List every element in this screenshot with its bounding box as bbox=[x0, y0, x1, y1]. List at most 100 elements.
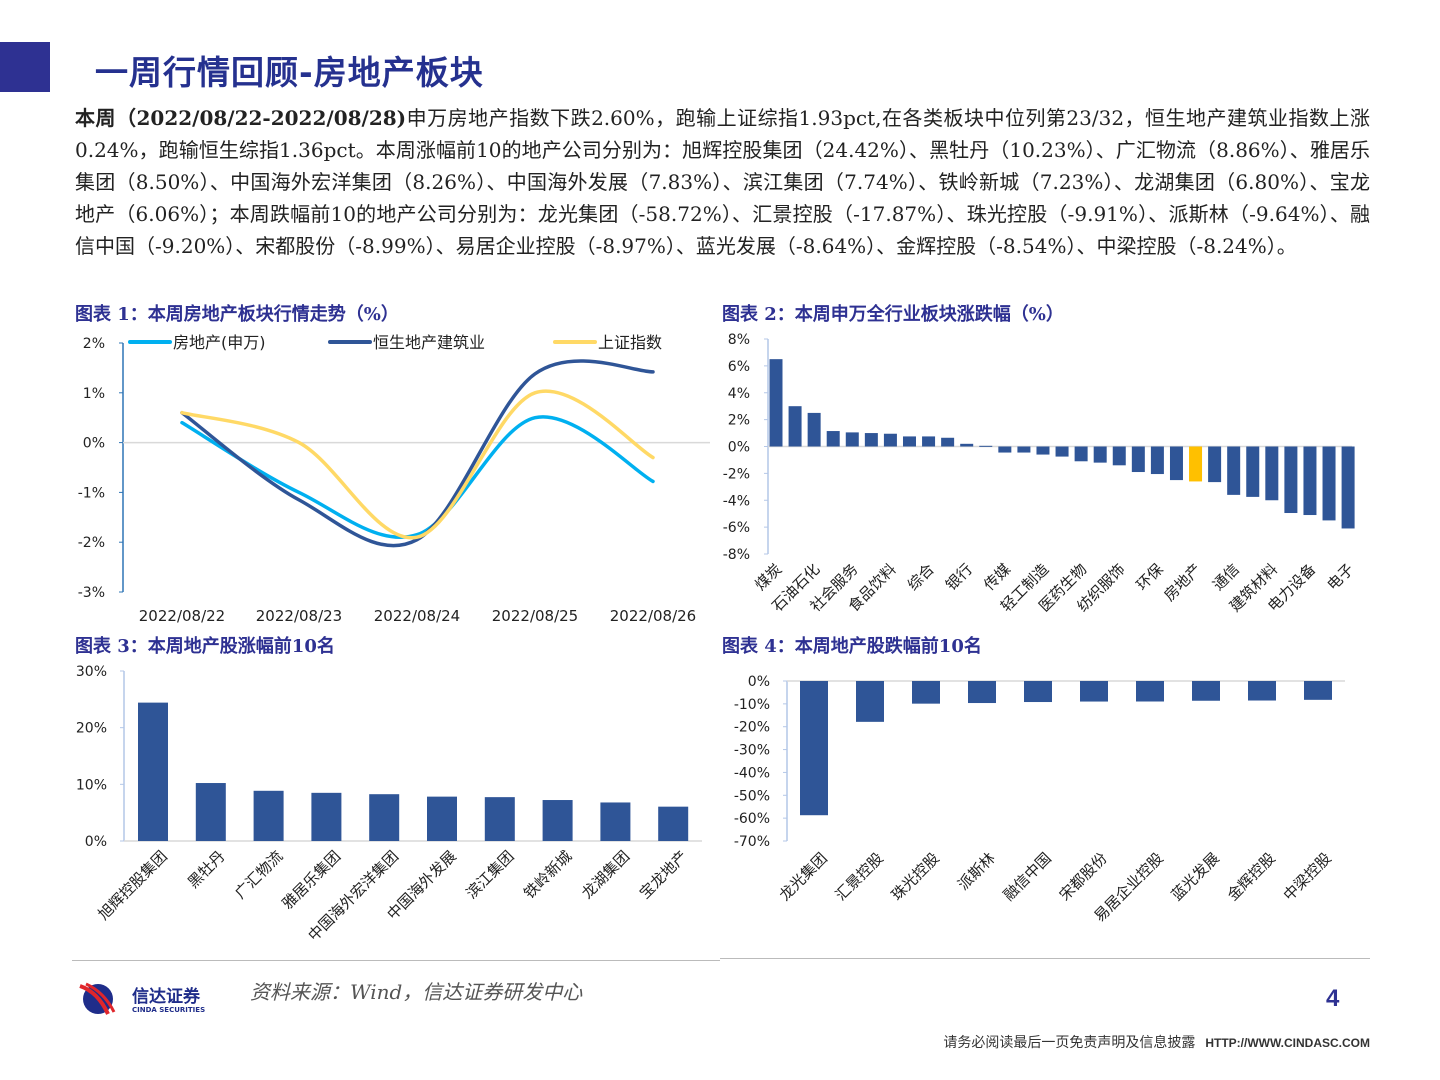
chart2-x-tick-label: 房地产 bbox=[1160, 560, 1205, 605]
chart2-bar bbox=[1189, 446, 1203, 482]
chart2-x-tick-label: 银行 bbox=[942, 560, 976, 594]
chart3-y-tick-label: 30% bbox=[76, 664, 107, 680]
chart3-x-tick-label: 旭辉控股集团 bbox=[94, 847, 170, 923]
chart2-bar bbox=[979, 445, 993, 447]
chart4-bar bbox=[856, 681, 884, 722]
chart3-bar bbox=[369, 794, 400, 841]
chart4-bar bbox=[1080, 681, 1108, 702]
chart4-bar bbox=[1192, 681, 1220, 701]
chart2-y-tick-label: 2% bbox=[728, 413, 750, 429]
chart3-x-tick-label: 广汇物流 bbox=[231, 847, 286, 902]
page-title: 一周行情回顾-房地产板块 bbox=[95, 53, 484, 92]
chart2-bar bbox=[1017, 446, 1031, 453]
chart2-bar bbox=[1093, 446, 1107, 463]
chart2-y-tick-label: 4% bbox=[728, 386, 750, 402]
chart4-x-tick-label: 汇景控股 bbox=[832, 849, 887, 904]
chart3-bar bbox=[311, 792, 342, 841]
chart4-bar bbox=[1136, 681, 1164, 702]
chart2-x-tick-label: 煤炭 bbox=[751, 560, 785, 594]
chart2-bar bbox=[845, 432, 859, 447]
chart4-y-tick-label: -50% bbox=[734, 788, 770, 804]
chart3-x-tick-label: 宝龙地产 bbox=[636, 847, 691, 902]
disclaimer: 请务必阅读最后一页免责声明及信息披露 HTTP://WWW.CINDASC.COM bbox=[943, 1032, 1370, 1052]
chart2-bar bbox=[1208, 446, 1222, 483]
chart2-bar bbox=[922, 436, 936, 447]
chart2-bar bbox=[902, 436, 916, 447]
chart3-x-tick-label: 龙湖集团 bbox=[578, 847, 633, 902]
chart2-x-tick-label: 综合 bbox=[904, 560, 938, 594]
chart1-x-tick-label: 2022/08/22 bbox=[139, 607, 225, 625]
chart2-bar bbox=[788, 406, 802, 447]
chart4-x-tick-label: 金辉控股 bbox=[1224, 849, 1279, 904]
chart2-bar bbox=[864, 433, 878, 447]
divider-right bbox=[720, 958, 1370, 959]
chart2-bar bbox=[1303, 446, 1317, 516]
chart2-bar bbox=[1322, 446, 1336, 521]
chart1-legend-label: 房地产(申万) bbox=[173, 333, 266, 352]
chart3-y-tick-label: 20% bbox=[76, 721, 107, 737]
chart2-y-tick-label: -4% bbox=[723, 493, 750, 509]
chart1-legend-label: 上证指数 bbox=[598, 333, 662, 352]
chart1-x-tick-label: 2022/08/26 bbox=[610, 607, 696, 625]
chart2-bar bbox=[883, 433, 897, 447]
chart2-x-tick-label: 电子 bbox=[1323, 560, 1357, 594]
chart1-title: 图表 1：本周房地产板块行情走势（%） bbox=[75, 304, 399, 325]
chart1-x-tick-label: 2022/08/24 bbox=[374, 607, 460, 625]
charts-canvas: 2% 1% 0% -1% -2% -3% 2022/08/22 2022/08/23 2022/… bbox=[76, 332, 1358, 945]
chart3-x-tick-label: 铁岭新城 bbox=[520, 847, 575, 902]
chart1-y-tick-label: -2% bbox=[78, 535, 105, 551]
chart3-title: 图表 3：本周地产股涨幅前10名 bbox=[75, 636, 335, 657]
chart2-bar bbox=[1169, 446, 1183, 481]
chart3-bar bbox=[542, 800, 573, 841]
summary-paragraph: 本周（2022/08/22-2022/08/28)申万房地产指数下跌2.60%，… bbox=[75, 102, 1370, 262]
header-accent-block bbox=[0, 42, 50, 92]
summary-text: 申万房地产指数下跌2.60%，跑输上证综指1.93pct,在各类板块中位列第23… bbox=[75, 106, 1370, 258]
logo-cn-text: 信达证券 bbox=[132, 986, 201, 1007]
chart4-y-tick-label: -40% bbox=[734, 765, 770, 781]
chart1-y-tick-label: -3% bbox=[78, 585, 105, 601]
chart2-x-tick-label: 通信 bbox=[1209, 560, 1243, 594]
chart4-bar bbox=[968, 681, 996, 704]
chart4-y-tick-label: -60% bbox=[734, 811, 770, 827]
chart1-y-tick-label: 0% bbox=[83, 436, 105, 452]
chart4-y-tick-label: -10% bbox=[734, 697, 770, 713]
chart2-y-tick-label: 8% bbox=[728, 332, 750, 348]
summary-period: 本周（2022/08/22-2022/08/28) bbox=[75, 106, 407, 130]
chart4-x-tick-label: 蓝光发展 bbox=[1168, 849, 1223, 904]
website-link[interactable]: HTTP://WWW.CINDASC.COM bbox=[1205, 1036, 1370, 1050]
logo-en-text: CINDA SECURITIES bbox=[132, 1006, 205, 1014]
chart3-bar bbox=[484, 797, 515, 841]
chart3-bar bbox=[600, 802, 631, 841]
chart2-bar bbox=[1112, 446, 1126, 466]
chart2-bar bbox=[1036, 446, 1050, 455]
chart2-bar bbox=[1150, 446, 1164, 475]
chart2-y-tick-label: 6% bbox=[728, 359, 750, 375]
chart2-x-tick-label: 环保 bbox=[1133, 560, 1167, 594]
chart2-bar bbox=[807, 412, 821, 447]
chart3-bar bbox=[427, 796, 457, 841]
chart2-y-tick-label: -2% bbox=[723, 466, 750, 482]
chart3-bar bbox=[658, 806, 689, 841]
chart1-y-tick-label: 2% bbox=[83, 336, 105, 352]
chart4-x-tick-label: 融信中国 bbox=[1000, 849, 1055, 904]
divider-left bbox=[72, 960, 720, 961]
chart2-bar bbox=[1227, 446, 1241, 495]
chart4-x-tick-label: 派斯林 bbox=[954, 849, 999, 894]
chart2-bar bbox=[1074, 446, 1088, 462]
chart3-bar bbox=[253, 790, 284, 841]
page-number: 4 bbox=[1326, 985, 1340, 1012]
chart2-bar bbox=[1055, 446, 1069, 457]
chart2-y-tick-label: -8% bbox=[723, 547, 750, 563]
chart4-x-tick-label: 中梁控股 bbox=[1280, 849, 1335, 904]
chart4-bar bbox=[1304, 681, 1332, 700]
chart2-bar bbox=[1284, 446, 1298, 514]
chart2-bar bbox=[1341, 446, 1355, 529]
chart2-title: 图表 2：本周申万全行业板块涨跌幅（%） bbox=[722, 304, 1064, 325]
chart2-y-tick-label: 0% bbox=[728, 440, 750, 456]
cinda-logo: 信达证券 CINDA SECURITIES bbox=[78, 982, 218, 1020]
chart1-y-tick-label: 1% bbox=[83, 386, 105, 402]
chart3-y-tick-label: 10% bbox=[76, 777, 107, 793]
chart4-x-tick-label: 龙光集团 bbox=[776, 849, 831, 904]
chart4-x-tick-label: 珠光控股 bbox=[888, 849, 943, 904]
chart4-bar bbox=[800, 681, 828, 816]
